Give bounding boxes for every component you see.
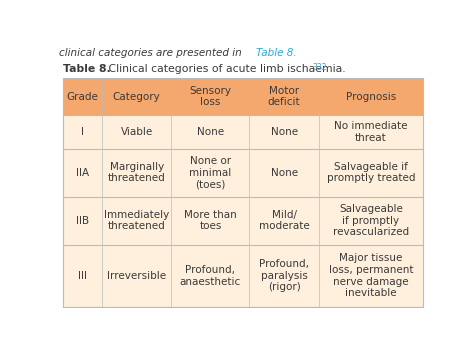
Text: None: None — [271, 167, 298, 177]
FancyBboxPatch shape — [63, 115, 423, 149]
Text: Profound,
paralysis
(rigor): Profound, paralysis (rigor) — [259, 259, 309, 292]
FancyBboxPatch shape — [63, 197, 423, 245]
FancyBboxPatch shape — [63, 149, 423, 197]
Text: Immediately
threatened: Immediately threatened — [104, 210, 169, 231]
Text: Major tissue
loss, permanent
nerve damage
inevitable: Major tissue loss, permanent nerve damag… — [328, 253, 413, 298]
Text: IIA: IIA — [76, 167, 89, 177]
Text: None: None — [271, 127, 298, 137]
Text: None: None — [197, 127, 224, 137]
Text: 332: 332 — [313, 63, 327, 72]
Text: Irreversible: Irreversible — [107, 271, 166, 281]
Text: III: III — [78, 271, 87, 281]
Text: Clinical categories of acute limb ischaemia.: Clinical categories of acute limb ischae… — [105, 64, 346, 74]
Text: More than
toes: More than toes — [184, 210, 237, 231]
Text: Salvageable if
promptly treated: Salvageable if promptly treated — [327, 162, 415, 183]
Text: Marginally
threatened: Marginally threatened — [108, 162, 165, 183]
Text: Sensory
loss: Sensory loss — [190, 86, 231, 108]
FancyBboxPatch shape — [63, 245, 423, 307]
Text: Grade: Grade — [66, 92, 99, 102]
FancyBboxPatch shape — [63, 78, 423, 115]
Text: Profound,
anaesthetic: Profound, anaesthetic — [180, 265, 241, 286]
Text: Motor
deficit: Motor deficit — [268, 86, 301, 108]
Text: Prognosis: Prognosis — [346, 92, 396, 102]
Text: IIB: IIB — [76, 216, 89, 226]
Text: Table 8.: Table 8. — [63, 64, 110, 74]
Text: Table 8.: Table 8. — [256, 48, 296, 58]
Text: None or
minimal
(toes): None or minimal (toes) — [189, 156, 231, 189]
Text: clinical categories are presented in: clinical categories are presented in — [59, 48, 245, 58]
Text: I: I — [81, 127, 84, 137]
Text: Salvageable
if promptly
revascularized: Salvageable if promptly revascularized — [333, 204, 409, 237]
Text: Viable: Viable — [120, 127, 153, 137]
Text: Category: Category — [113, 92, 161, 102]
Text: Mild/
moderate: Mild/ moderate — [259, 210, 310, 231]
Text: No immediate
threat: No immediate threat — [334, 121, 408, 143]
